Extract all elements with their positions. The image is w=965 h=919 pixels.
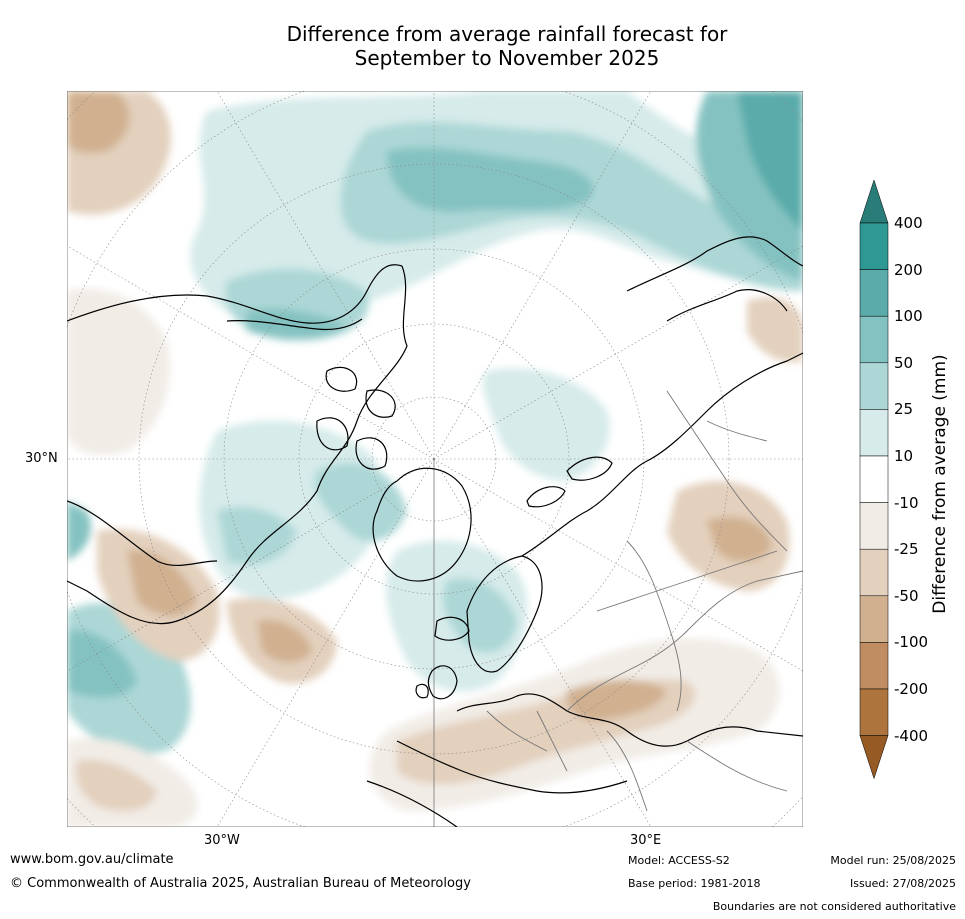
- colorbar-title-text: Difference from average (mm): [930, 354, 950, 614]
- model-text: Model: ACCESS-S2: [628, 854, 730, 867]
- colorbar-extend-bottom: [859, 735, 889, 780]
- rainfall-anomaly-map: [67, 91, 803, 827]
- colorbar-segment: [859, 315, 889, 364]
- base-period-text: Base period: 1981-2018: [628, 877, 761, 890]
- issued-text: Issued: 27/08/2025: [849, 877, 956, 890]
- country-borders: [486, 390, 803, 812]
- colorbar-segment: [859, 642, 889, 690]
- title-line-2: September to November 2025: [354, 46, 660, 70]
- colorbar: [859, 180, 889, 780]
- copyright-text: © Commonwealth of Australia 2025, Austra…: [10, 876, 471, 891]
- lon-label-30w: 30°W: [204, 833, 240, 848]
- colorbar-tick-label: -400: [894, 726, 929, 745]
- colorbar-segment: [859, 502, 889, 550]
- colorbar-segment: [859, 548, 889, 597]
- colorbar-tick-label: 400: [894, 214, 923, 232]
- colorbar-tick-label: 50: [894, 353, 914, 372]
- colorbar-tick-label: 10: [894, 447, 914, 465]
- colorbar-segment: [859, 455, 889, 503]
- colorbar-segment: [859, 409, 889, 457]
- model-run-text: Model run: 25/08/2025: [830, 854, 956, 867]
- colorbar-tick-label: -100: [894, 633, 929, 652]
- colorbar-segment: [859, 362, 889, 410]
- colorbar-tick-label: -200: [894, 680, 929, 698]
- colorbar-tick-label: 25: [894, 400, 914, 419]
- disclaimer-text: Boundaries are not considered authoritat…: [712, 900, 956, 913]
- colorbar-segment: [859, 595, 889, 643]
- coastlines: [67, 236, 803, 827]
- website-text: www.bom.gov.au/climate: [10, 852, 174, 867]
- colorbar-extend-top: [859, 180, 889, 224]
- title-line-1: Difference from average rainfall forecas…: [286, 22, 728, 46]
- lat-label-30n: 30°N: [25, 451, 58, 466]
- colorbar-segment: [859, 688, 889, 736]
- colorbar-tick-label: 200: [894, 260, 923, 279]
- lon-label-30e: 30°E: [630, 833, 662, 848]
- colorbar-segment: [859, 222, 889, 270]
- colorbar-segment: [859, 269, 889, 317]
- chart-title: Difference from average rainfall forecas…: [0, 22, 965, 70]
- colorbar-tick-label: -50: [894, 586, 919, 605]
- colorbar-tick-label: -10: [894, 493, 919, 512]
- colorbar-tick-label: -25: [894, 540, 919, 559]
- colorbar-tick-label: 100: [894, 307, 923, 326]
